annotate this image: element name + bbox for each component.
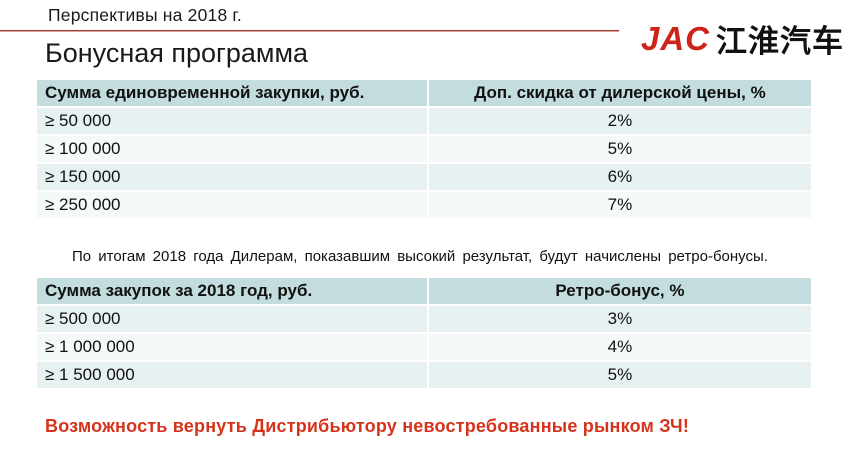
jac-logo-text: JAC bbox=[640, 19, 710, 57]
annual-purchase-retro-bonus-table: Сумма закупок за 2018 год, руб. Ретро-бо… bbox=[35, 276, 813, 390]
retro-bonus-note: По итогам 2018 года Дилерам, показавшим … bbox=[72, 248, 768, 265]
table-row: ≥ 1 000 000 4% bbox=[37, 334, 811, 360]
percent-cell: 4% bbox=[428, 334, 811, 360]
table-row: ≥ 150 000 6% bbox=[37, 164, 811, 190]
table-header-row: Сумма закупок за 2018 год, руб. Ретро-бо… bbox=[37, 278, 811, 304]
percent-cell: 7% bbox=[428, 192, 811, 218]
return-parts-highlight: Возможность вернуть Дистрибьютору невост… bbox=[45, 416, 690, 436]
table-row: ≥ 500 000 3% bbox=[37, 306, 811, 332]
table-row: ≥ 100 000 5% bbox=[37, 136, 811, 162]
table-row: ≥ 1 500 000 5% bbox=[37, 362, 811, 388]
jac-logo: JAC 江淮汽车 bbox=[641, 16, 844, 61]
table-row: ≥ 50 000 2% bbox=[37, 108, 811, 134]
column-header-purchase-amount: Сумма единовременной закупки, руб. bbox=[37, 80, 427, 106]
percent-cell: 3% bbox=[428, 306, 811, 332]
amount-cell: ≥ 100 000 bbox=[37, 136, 427, 162]
table-header-row: Сумма единовременной закупки, руб. Доп. … bbox=[37, 80, 811, 106]
percent-cell: 2% bbox=[428, 108, 811, 134]
page-title: Бонусная программа bbox=[45, 38, 309, 68]
slide-subtitle: Перспективы на 2018 г. bbox=[48, 5, 242, 25]
amount-cell: ≥ 1 000 000 bbox=[37, 334, 427, 360]
one-time-purchase-bonus-table: Сумма единовременной закупки, руб. Доп. … bbox=[35, 78, 813, 220]
column-header-retro-bonus: Ретро-бонус, % bbox=[428, 278, 811, 304]
amount-cell: ≥ 250 000 bbox=[37, 192, 427, 218]
amount-cell: ≥ 1 500 000 bbox=[37, 362, 427, 388]
jac-logo-chinese-text: 江淮汽车 bbox=[716, 24, 844, 59]
amount-cell: ≥ 500 000 bbox=[37, 306, 427, 332]
percent-cell: 5% bbox=[428, 136, 811, 162]
amount-cell: ≥ 150 000 bbox=[37, 164, 427, 190]
column-header-annual-amount: Сумма закупок за 2018 год, руб. bbox=[37, 278, 427, 304]
amount-cell: ≥ 50 000 bbox=[37, 108, 427, 134]
percent-cell: 6% bbox=[428, 164, 811, 190]
percent-cell: 5% bbox=[428, 362, 811, 388]
table-row: ≥ 250 000 7% bbox=[37, 192, 811, 218]
header-divider-line bbox=[0, 30, 619, 32]
column-header-discount: Доп. скидка от дилерской цены, % bbox=[428, 80, 811, 106]
